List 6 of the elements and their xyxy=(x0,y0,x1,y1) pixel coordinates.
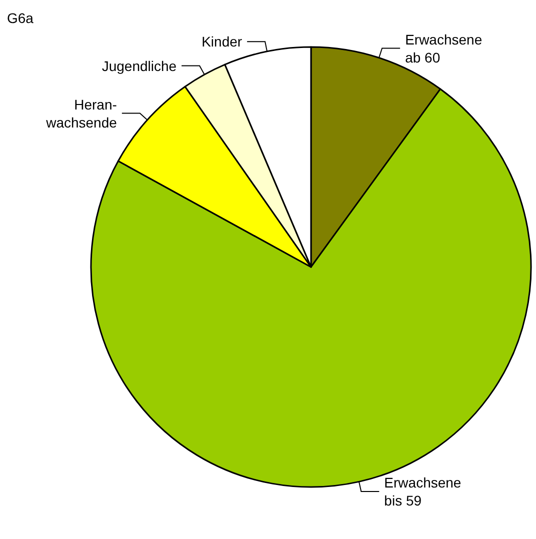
slice-label: Kinder xyxy=(202,34,242,50)
slice-label: Jugendliche xyxy=(102,58,177,74)
chart-title: G6a xyxy=(7,10,34,26)
slice-label: Erwachsene ab 60 xyxy=(405,31,482,66)
slice-label: Heran- wachsende xyxy=(45,96,118,130)
slice-label: Erwachsene bis 59 xyxy=(384,474,462,508)
